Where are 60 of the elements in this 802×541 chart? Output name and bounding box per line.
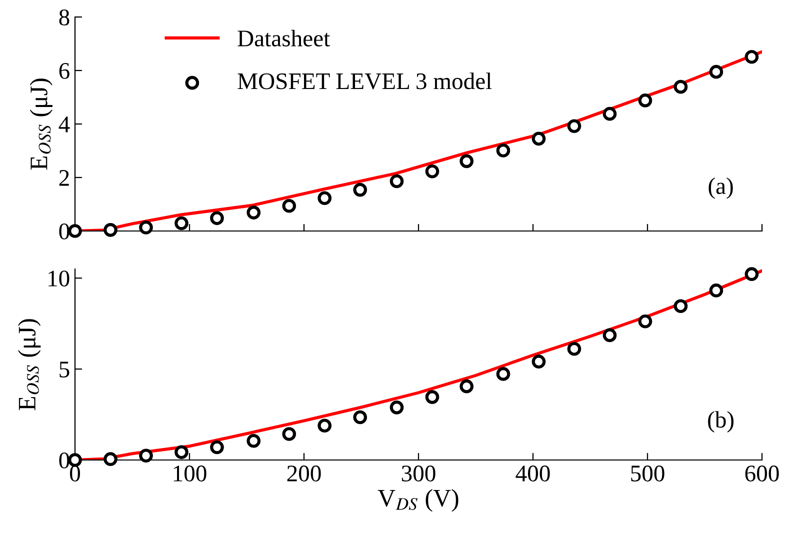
annotation: (a) [708, 177, 733, 199]
point [318, 418, 332, 433]
point [532, 132, 546, 146]
point [602, 106, 617, 121]
x-tick-label: 500 [631, 466, 664, 482]
y-axis-title: E$_{OSS}$ (μJ) [30, 78, 52, 170]
y-tick-label: 10 [48, 270, 70, 287]
point [390, 174, 404, 188]
point [139, 220, 153, 234]
y-tick-label: 2 [59, 170, 69, 186]
x-tick-label: 600 [745, 466, 779, 482]
point [353, 182, 368, 197]
x-axis-title: V$_{DS}$ (V) [378, 489, 458, 512]
point [674, 80, 688, 94]
point [425, 390, 440, 404]
legend-label: MOSFET LEVEL 3 model [238, 72, 492, 90]
point [567, 342, 582, 356]
point [210, 440, 224, 454]
point [353, 410, 368, 424]
y-axis-title: E$_{OSS}$ (μJ) [18, 319, 41, 410]
y-tick-label: 8 [59, 9, 70, 26]
point [602, 328, 617, 342]
point [425, 164, 440, 178]
point [460, 154, 474, 168]
point [282, 427, 296, 441]
point [390, 400, 404, 414]
point [638, 314, 652, 328]
point [318, 191, 332, 206]
point [496, 144, 510, 158]
point [744, 50, 759, 64]
y-tick-label: 0 [59, 223, 70, 240]
point [246, 434, 261, 448]
point [532, 354, 546, 368]
x-tick-label: 100 [174, 466, 206, 482]
point [68, 224, 82, 238]
y-tick-label: 5 [60, 362, 70, 378]
point [139, 448, 153, 463]
point [709, 64, 724, 79]
y-tick-label: 4 [58, 116, 70, 132]
annotation: (b) [708, 411, 734, 433]
point [496, 367, 510, 381]
x-tick-label: 200 [287, 466, 321, 482]
point [282, 198, 296, 213]
point [246, 206, 261, 220]
y-tick-label: 6 [59, 63, 70, 79]
legend-label: Datasheet [238, 30, 330, 46]
point [210, 211, 224, 226]
point [104, 223, 118, 237]
point [174, 216, 188, 230]
point [460, 379, 474, 394]
point [709, 284, 724, 298]
point [638, 94, 652, 108]
point [744, 267, 759, 281]
point [567, 119, 582, 134]
x-tick-label: 400 [516, 466, 550, 482]
point [674, 299, 688, 314]
point [174, 445, 188, 460]
y-tick-label: 0 [59, 452, 70, 468]
point [104, 452, 118, 466]
x-tick-label: 300 [402, 466, 436, 482]
